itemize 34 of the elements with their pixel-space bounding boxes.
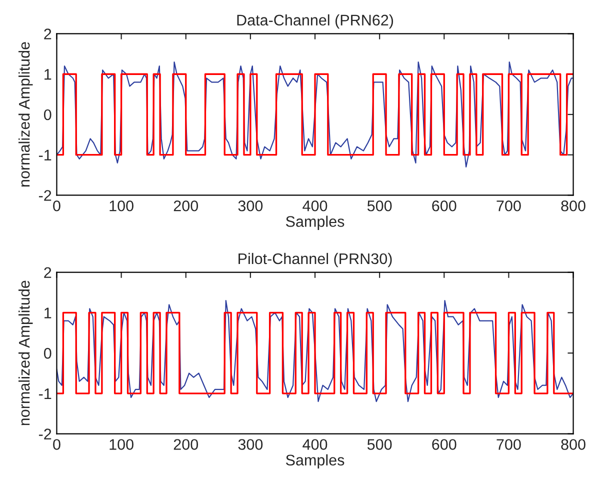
y-tick-label: 0 [44,348,52,359]
x-tick-label: 300 [238,200,263,212]
y-tick-label: -2 [38,190,52,201]
x-tick-label: 400 [302,439,328,450]
y-tick-label: 0 [44,109,52,120]
x-tick-label: 200 [174,200,198,212]
x-tick-label: 100 [110,439,134,450]
x-tick-label: 100 [110,200,134,212]
x-tick-label: 0 [53,439,60,450]
x-tick-label: 600 [432,200,456,212]
x-tick-label: 400 [302,200,328,212]
y-axis-title: normalized Amplitude [18,280,33,426]
x-tick-label: 200 [174,439,198,450]
x-tick-label: 500 [367,200,392,212]
x-tick-label: 800 [561,439,586,450]
y-axis-title: normalized Amplitude [18,42,33,186]
x-tick-label: 700 [496,200,521,212]
y-tick-label: 2 [44,267,52,278]
x-tick-label: 0 [53,200,60,212]
y-tick-label: -1 [38,150,52,160]
y-tick-label: 2 [44,28,52,40]
y-tick-label: 1 [44,69,52,80]
x-tick-label: 300 [238,439,263,450]
x-tick-label: 700 [496,439,521,450]
y-tick-label: 1 [44,308,52,318]
chart-title: Pilot-Channel (PRN30) [238,252,392,268]
x-axis-title: Samples [286,454,344,469]
x-tick-label: 600 [432,439,456,450]
y-tick-label: -1 [38,388,52,399]
x-axis-title: Samples [286,216,344,230]
y-tick-label: -2 [38,428,52,440]
chart-title: Data-Channel (PRN62) [237,14,394,29]
x-tick-label: 800 [561,200,586,212]
x-tick-label: 500 [367,439,392,450]
